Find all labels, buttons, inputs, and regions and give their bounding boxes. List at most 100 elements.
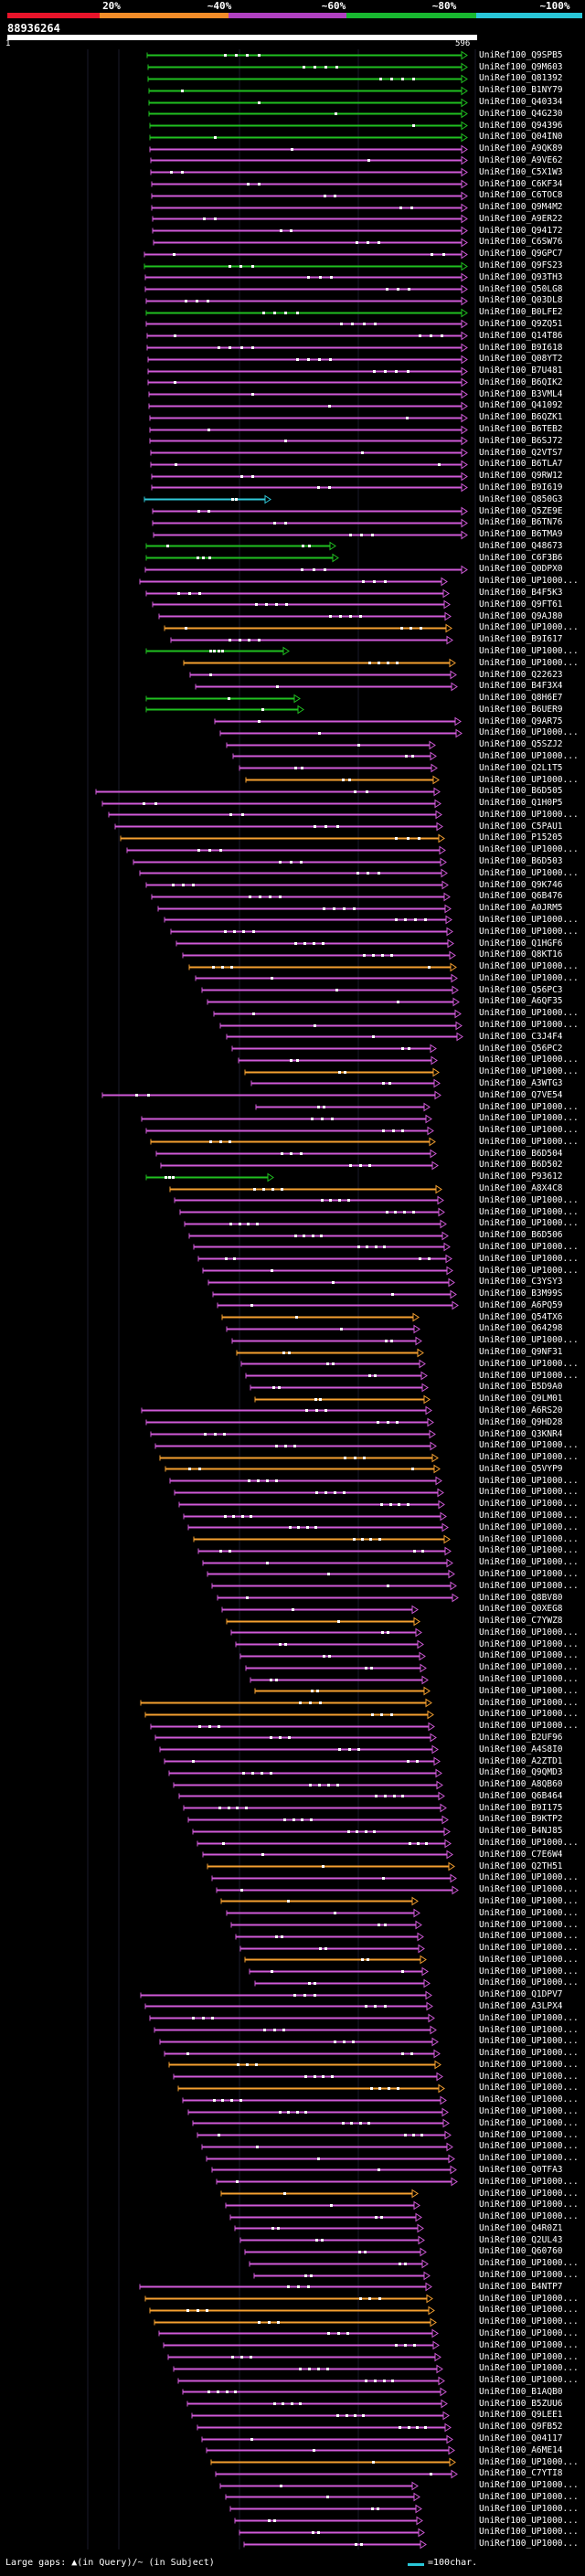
hit-label[interactable]: UniRef100_UP1000... [479, 1534, 579, 1544]
hit-label[interactable]: UniRef100_UP1000... [479, 1569, 579, 1579]
hit-label[interactable]: UniRef100_C7YWZ8 [479, 1616, 563, 1626]
hit-label[interactable]: UniRef100_UP1000... [479, 775, 579, 785]
hit-row[interactable] [234, 2223, 424, 2233]
hit-row[interactable] [254, 1686, 431, 1696]
hit-label[interactable]: UniRef100_UP1000... [479, 1686, 579, 1696]
hit-row[interactable] [150, 1722, 435, 1732]
hit-label[interactable]: UniRef100_B6SJ72 [479, 436, 563, 446]
hit-label[interactable]: UniRef100_UP1000... [479, 1908, 579, 1918]
hit-label[interactable]: UniRef100_Q1H0P5 [479, 798, 563, 808]
hit-row[interactable] [201, 2434, 453, 2444]
hit-row[interactable] [210, 2457, 456, 2467]
hit-label[interactable]: UniRef100_UP1000... [479, 2189, 579, 2199]
hit-row[interactable] [215, 2469, 458, 2479]
hit-label[interactable]: UniRef100_UP1000... [479, 1335, 579, 1345]
hit-label[interactable]: UniRef100_UP1000... [479, 2025, 579, 2035]
hit-label[interactable]: UniRef100_UP1000... [479, 1674, 579, 1684]
hit-label[interactable]: UniRef100_A0JRM5 [479, 903, 563, 913]
hit-label[interactable]: UniRef100_B1NY79 [479, 85, 563, 95]
hit-label[interactable]: UniRef100_Q4G230 [479, 109, 563, 119]
hit-row[interactable] [150, 1137, 436, 1147]
hit-row[interactable] [238, 1055, 438, 1065]
hit-label[interactable]: UniRef100_Q9GPC7 [479, 249, 563, 259]
hit-label[interactable]: UniRef100_UP1000... [479, 2094, 579, 2104]
hit-row[interactable] [145, 1126, 434, 1136]
hit-row[interactable] [206, 2445, 455, 2455]
hit-label[interactable]: UniRef100_Q04IN0 [479, 132, 563, 142]
hit-label[interactable]: UniRef100_UP1000... [479, 1721, 579, 1731]
hit-row[interactable] [201, 985, 459, 995]
hit-row[interactable] [148, 401, 468, 411]
hit-row[interactable] [211, 1581, 457, 1591]
hit-label[interactable]: UniRef100_Q50LG8 [479, 284, 563, 294]
hit-label[interactable]: UniRef100_B9KTP2 [479, 1814, 563, 1824]
hit-row[interactable] [201, 2142, 453, 2152]
hit-row[interactable] [226, 1324, 420, 1334]
hit-row[interactable] [153, 238, 468, 248]
hit-row[interactable] [211, 1873, 457, 1883]
hit-row[interactable] [145, 880, 449, 890]
hit-label[interactable]: UniRef100_UP1000... [479, 961, 579, 971]
hit-row[interactable] [189, 670, 457, 680]
hit-row[interactable] [212, 1289, 457, 1299]
hit-row[interactable] [169, 1184, 442, 1194]
hit-label[interactable]: UniRef100_UP1000... [479, 2516, 579, 2526]
hit-label[interactable]: UniRef100_UP1000... [479, 1020, 579, 1030]
hit-row[interactable] [250, 1383, 429, 1393]
hit-row[interactable] [145, 541, 336, 551]
hit-label[interactable]: UniRef100_Q08YT2 [479, 354, 563, 364]
hit-row[interactable] [159, 2037, 439, 2047]
hit-row[interactable] [145, 308, 468, 318]
hit-row[interactable] [144, 2294, 433, 2304]
hit-label[interactable]: UniRef100_Q5VYP9 [479, 1464, 563, 1474]
hit-row[interactable] [207, 1277, 455, 1288]
hit-label[interactable]: UniRef100_UP1000... [479, 1931, 579, 1941]
hit-label[interactable]: UniRef100_Q94396 [479, 121, 563, 131]
hit-row[interactable] [168, 2060, 441, 2070]
hit-label[interactable]: UniRef100_B5ZUU6 [479, 2399, 563, 2409]
hit-row[interactable] [163, 2340, 440, 2350]
hit-label[interactable]: UniRef100_Q9HD28 [479, 1417, 563, 1427]
hit-row[interactable] [164, 1756, 441, 1766]
hit-row[interactable] [188, 1231, 449, 1241]
hit-label[interactable]: UniRef100_Q1DPV7 [479, 1989, 563, 1999]
hit-row[interactable] [173, 1780, 443, 1790]
hit-row[interactable] [168, 1768, 442, 1778]
hit-label[interactable]: UniRef100_A6QF35 [479, 996, 563, 1006]
hit-row[interactable] [226, 740, 436, 750]
hit-label[interactable]: UniRef100_UP1000... [479, 1359, 579, 1369]
hit-label[interactable]: UniRef100_Q48673 [479, 541, 563, 551]
hit-label[interactable]: UniRef100_C3J4F4 [479, 1032, 563, 1042]
hit-label[interactable]: UniRef100_UP1000... [479, 2340, 579, 2350]
hit-label[interactable]: UniRef100_B6QZK1 [479, 412, 563, 422]
hit-row[interactable] [151, 472, 468, 482]
hit-row[interactable] [187, 2107, 449, 2117]
hit-row[interactable] [150, 155, 468, 165]
hit-label[interactable]: UniRef100_Q3KNR4 [479, 1429, 563, 1439]
hit-row[interactable] [253, 2271, 431, 2281]
hit-label[interactable]: UniRef100_UP1000... [479, 2375, 579, 2385]
hit-label[interactable]: UniRef100_UP1000... [479, 2457, 579, 2467]
hit-label[interactable]: UniRef100_UP1000... [479, 1195, 579, 1205]
hit-row[interactable] [231, 1336, 422, 1346]
hit-label[interactable]: UniRef100_B9I617 [479, 634, 563, 644]
hit-label[interactable]: UniRef100_B3M99S [479, 1288, 563, 1299]
hit-row[interactable] [245, 775, 440, 785]
hit-row[interactable] [151, 191, 468, 201]
hit-row[interactable] [255, 1102, 431, 1112]
hit-row[interactable] [174, 1488, 444, 1498]
hit-row[interactable] [245, 1371, 428, 1381]
hit-row[interactable] [183, 658, 456, 668]
hit-label[interactable]: UniRef100_P15205 [479, 832, 563, 843]
hit-row[interactable] [170, 927, 453, 937]
hit-label[interactable]: UniRef100_UP1000... [479, 751, 579, 761]
hit-label[interactable]: UniRef100_UP1000... [479, 1511, 579, 1521]
hit-row[interactable] [230, 1627, 422, 1638]
hit-row[interactable] [147, 366, 468, 376]
hit-row[interactable] [169, 1476, 442, 1486]
hit-label[interactable]: UniRef100_Q8H6E7 [479, 693, 563, 703]
hit-label[interactable]: UniRef100_Q60760 [479, 2246, 563, 2256]
hit-row[interactable] [148, 98, 468, 108]
hit-row[interactable] [170, 635, 453, 645]
hit-label[interactable]: UniRef100_Q0TFA3 [479, 2165, 563, 2175]
